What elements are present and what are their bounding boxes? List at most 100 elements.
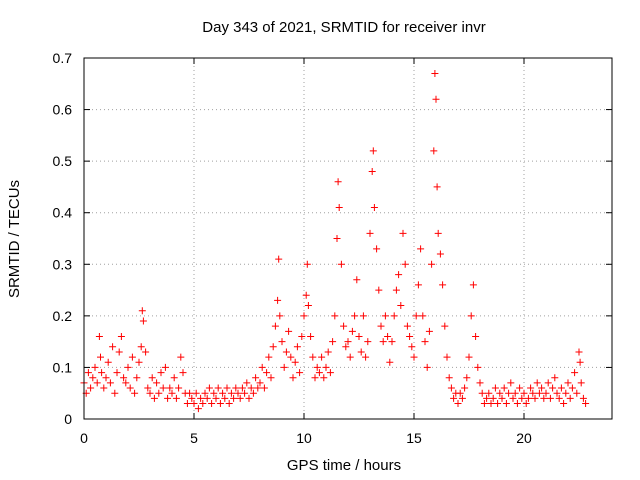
data-point: [128, 353, 136, 361]
data-point: [334, 178, 342, 186]
data-point: [384, 332, 392, 340]
data-point: [366, 229, 374, 237]
data-point: [109, 343, 117, 351]
data-point: [538, 384, 546, 392]
data-point: [443, 353, 451, 361]
data-point: [275, 255, 283, 263]
data-point: [190, 400, 198, 408]
y-tick-label: 0.4: [53, 205, 73, 221]
data-point: [395, 271, 403, 279]
data-point: [544, 379, 552, 387]
data-point: [568, 384, 576, 392]
data-point: [126, 384, 134, 392]
data-point: [256, 379, 264, 387]
data-point: [445, 374, 453, 382]
plot-frame: [83, 57, 613, 420]
data-point: [212, 394, 220, 402]
data-point: [153, 379, 161, 387]
data-point: [168, 389, 176, 397]
data-point: [197, 394, 205, 402]
data-point: [414, 281, 422, 289]
data-point: [263, 369, 271, 377]
y-tick-label: 0.2: [53, 308, 73, 324]
data-point: [340, 322, 348, 330]
data-point: [97, 353, 104, 361]
data-point: [238, 384, 246, 392]
data-point: [535, 389, 543, 397]
data-point: [318, 353, 326, 361]
data-point: [324, 348, 332, 356]
data-point: [188, 394, 196, 402]
data-point: [282, 348, 290, 356]
data-point: [186, 389, 194, 397]
data-point: [489, 394, 497, 402]
data-point: [478, 389, 486, 397]
data-point: [454, 400, 462, 408]
data-point: [309, 353, 317, 361]
data-point: [170, 374, 178, 382]
data-point: [102, 374, 110, 382]
data-point: [159, 384, 167, 392]
data-point: [379, 338, 387, 346]
data-point: [335, 204, 343, 212]
y-tick-label: 0.5: [53, 153, 73, 169]
data-point: [423, 363, 431, 371]
data-point: [576, 358, 584, 366]
data-point: [199, 400, 207, 408]
data-point: [155, 389, 163, 397]
data-point: [373, 245, 381, 253]
data-point: [329, 338, 337, 346]
data-point: [560, 400, 568, 408]
data-point: [571, 369, 579, 377]
data-point: [342, 343, 350, 351]
data-point: [344, 338, 352, 346]
data-point: [399, 229, 407, 237]
data-point: [313, 363, 321, 371]
data-point: [164, 394, 172, 402]
data-point: [480, 400, 488, 408]
data-point: [223, 384, 231, 392]
data-point: [553, 389, 561, 397]
data-point: [549, 384, 557, 392]
data-point: [370, 204, 378, 212]
data-point: [296, 369, 304, 377]
data-point: [575, 348, 583, 356]
data-point: [431, 69, 439, 77]
data-point: [122, 379, 130, 387]
data-point: [368, 167, 376, 175]
data-point: [278, 338, 286, 346]
data-point: [432, 95, 440, 103]
data-point: [274, 296, 282, 304]
data-point: [234, 389, 242, 397]
data-point: [322, 363, 330, 371]
data-point: [542, 389, 550, 397]
data-point: [491, 384, 499, 392]
data-point: [557, 384, 565, 392]
data-point: [425, 327, 433, 335]
x-tick-label: 5: [190, 430, 198, 446]
data-point: [337, 260, 345, 268]
data-point: [397, 302, 405, 310]
data-point: [276, 312, 284, 320]
data-point: [505, 389, 513, 397]
data-point: [124, 363, 132, 371]
data-point: [458, 394, 466, 402]
data-point: [300, 312, 308, 320]
data-point: [146, 389, 154, 397]
data-point: [566, 394, 574, 402]
data-point: [434, 229, 442, 237]
data-point: [377, 322, 385, 330]
data-point: [474, 363, 482, 371]
data-point: [243, 379, 251, 387]
data-point: [87, 384, 95, 392]
data-point: [271, 322, 279, 330]
chart-title: Day 343 of 2021, SRMTID for receiver inv…: [202, 19, 485, 36]
data-point: [315, 369, 323, 377]
data-point: [533, 379, 541, 387]
data-point: [307, 332, 315, 340]
data-point: [476, 379, 484, 387]
data-point: [375, 286, 383, 294]
data-point: [331, 312, 339, 320]
data-point: [487, 400, 495, 408]
